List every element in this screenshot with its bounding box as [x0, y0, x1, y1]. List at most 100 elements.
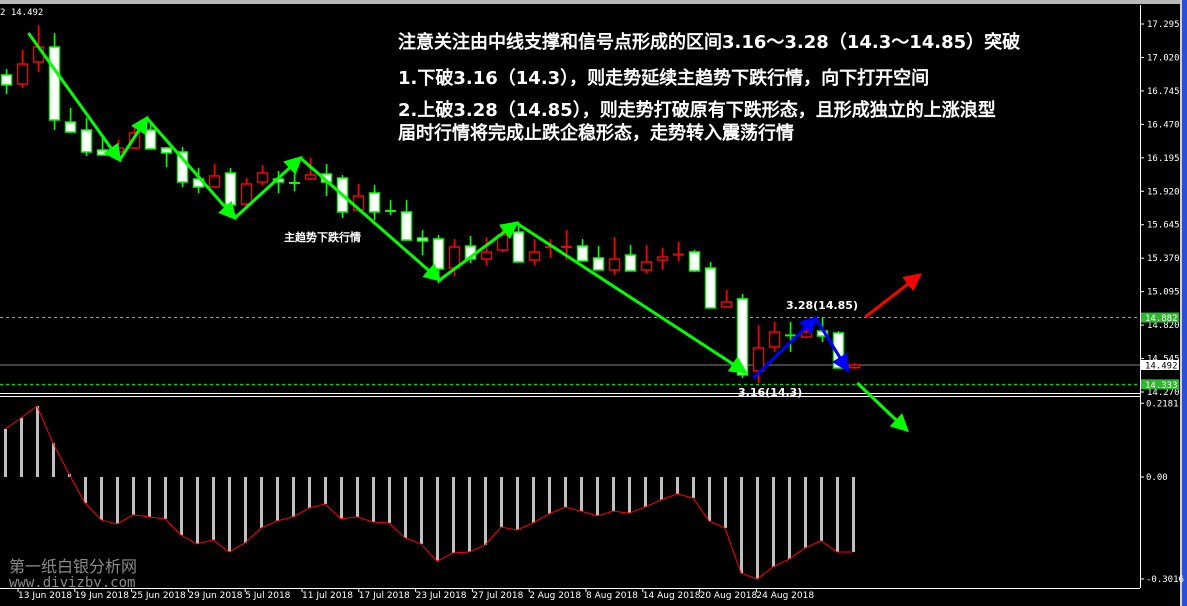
histogram-bar: [724, 477, 727, 529]
candle: [528, 238, 541, 265]
trend-arrow: [233, 155, 303, 220]
candle: [289, 173, 300, 192]
indicator-histogram: [4, 405, 855, 580]
candle-body: [640, 261, 653, 271]
trend-arrow: [27, 32, 122, 163]
candle-body: [208, 175, 221, 188]
date-tick-label: 20 Aug 2018: [699, 591, 758, 601]
histogram-bar: [836, 477, 839, 553]
rebound-arrow: [814, 317, 850, 373]
candle-body: [736, 298, 749, 376]
histogram-bar: [468, 477, 471, 553]
candle: [480, 237, 493, 265]
candle-body: [96, 149, 109, 156]
histogram-bar: [580, 477, 583, 512]
price-tick-label: 14.820: [1147, 321, 1180, 331]
candle: [785, 322, 796, 352]
candle: [736, 293, 749, 379]
high-point-label: 3.28(14.85): [786, 299, 858, 312]
candle: [848, 362, 861, 369]
histogram-bar: [564, 477, 567, 508]
upper-level-badge-bg: [1141, 312, 1179, 323]
candle: [673, 241, 684, 261]
histogram-bar: [84, 477, 87, 504]
histogram-bar: [804, 477, 807, 548]
date-tick-label: 5 Jul 2018: [245, 591, 291, 601]
candle-body: [416, 237, 429, 242]
histogram-bar: [484, 477, 487, 545]
price-tick-label: 14.270: [1147, 388, 1180, 398]
candle: [176, 146, 189, 188]
candle-body: [656, 256, 669, 261]
candle: [224, 168, 237, 212]
histogram-bar: [756, 477, 759, 580]
candle: [304, 157, 317, 180]
trend-arrow: [438, 221, 519, 282]
price-tick-label: 17.020: [1147, 53, 1180, 63]
date-tick-label: 17 Jul 2018: [358, 591, 410, 601]
note-line-3: 2.上破3.28（14.85），则走势打破原有下跌形态，且形成独立的上涨浪型: [398, 100, 996, 121]
right-border: [1180, 0, 1182, 606]
price-tick-label: 15.645: [1147, 221, 1180, 231]
current-price-badge: 14.492: [1145, 361, 1178, 371]
date-tick-label: 14 Aug 2018: [642, 591, 701, 601]
candle: [208, 164, 221, 188]
candle: [160, 146, 173, 167]
signal-line: [4, 405, 853, 580]
histogram-bar: [36, 406, 39, 477]
histogram-bar: [196, 477, 199, 544]
candle: [608, 237, 621, 275]
indicator-tick-label: -0.3016: [1146, 575, 1184, 585]
candle: [624, 245, 637, 272]
indicator-tick-label: 0.00: [1146, 473, 1168, 483]
price-tick-label: 14.545: [1147, 355, 1180, 365]
trend-arrow: [515, 221, 748, 374]
price-tick-label: 15.920: [1147, 187, 1180, 197]
watermark-url: www.diyizby.com: [9, 575, 136, 587]
trend-label: 主趋势下跌行情: [284, 231, 361, 244]
date-tick-label: 13 Jun 2018: [18, 591, 73, 601]
candle: [400, 200, 413, 241]
histogram-bar: [644, 477, 647, 508]
histogram-bar: [452, 477, 455, 554]
candle: [385, 200, 396, 215]
time-axis-ticks: [17, 588, 757, 592]
price-tick-label: 17.295: [1147, 20, 1180, 30]
candle-body: [304, 174, 317, 180]
candle-body: [848, 364, 861, 369]
current-price-badge-bg: [1141, 359, 1179, 370]
histogram-bar: [292, 477, 295, 517]
top-border: [0, 0, 1187, 4]
histogram-bar: [788, 477, 791, 560]
candle: [640, 245, 653, 274]
symbol-price-label: 2 14.492: [0, 8, 44, 18]
candle: [16, 50, 29, 88]
note-line-2: 1.下破3.16（14.3），则走势延续主趋势下跌行情，向下打开空间: [398, 68, 930, 89]
histogram-bar: [436, 477, 439, 562]
candle-body: [64, 121, 77, 133]
candle: [416, 229, 429, 256]
histogram-bar: [612, 477, 615, 512]
candle-body: [240, 183, 253, 205]
indicator-tick-label: 0.2181: [1146, 399, 1179, 409]
trend-arrow: [299, 156, 442, 282]
histogram-bar: [180, 477, 183, 536]
histogram-bar: [660, 477, 663, 500]
histogram-bar: [388, 477, 391, 523]
candle-body: [176, 151, 189, 183]
level-lines: [0, 317, 1140, 385]
candle: [144, 122, 157, 150]
price-axis[interactable]: 17.295 17.020 16.745 16.470 16.195 15.920 15.6…: [1140, 20, 1180, 398]
price-tick-label: 15.370: [1147, 254, 1180, 264]
candle-body: [48, 46, 61, 121]
histogram-bar: [324, 477, 327, 505]
candle: [720, 290, 733, 308]
histogram-bar: [420, 477, 423, 544]
histogram-bar: [228, 477, 231, 553]
candle: [576, 238, 589, 262]
histogram-bar: [532, 477, 535, 523]
candle-body: [720, 301, 733, 308]
candle-body: [624, 254, 637, 272]
note-line-1: 注意关注由中线支撑和信号点形成的区间3.16～3.28（14.3～14.85）突…: [398, 32, 1021, 53]
